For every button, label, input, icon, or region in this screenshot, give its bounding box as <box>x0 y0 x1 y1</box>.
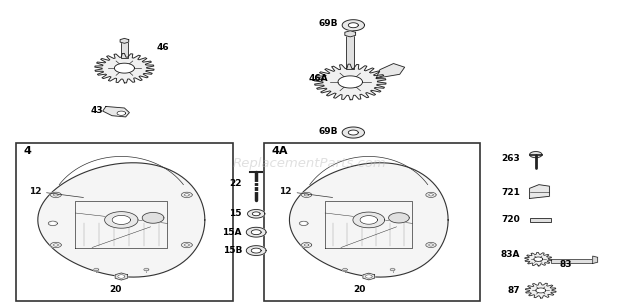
Polygon shape <box>365 275 372 278</box>
Polygon shape <box>353 212 384 228</box>
Text: 83: 83 <box>559 260 572 269</box>
Polygon shape <box>247 209 265 218</box>
Text: 20: 20 <box>353 285 366 294</box>
Bar <box>122 41 128 58</box>
Polygon shape <box>426 242 436 248</box>
Text: 4A: 4A <box>271 146 288 156</box>
Polygon shape <box>348 130 358 135</box>
Polygon shape <box>342 20 365 31</box>
Polygon shape <box>536 288 546 293</box>
Polygon shape <box>360 216 378 224</box>
Bar <box>16 143 232 301</box>
Bar <box>551 259 593 263</box>
Text: 15A: 15A <box>223 228 242 237</box>
Polygon shape <box>529 185 549 198</box>
Polygon shape <box>251 248 261 253</box>
Polygon shape <box>252 212 260 216</box>
Polygon shape <box>251 230 261 235</box>
Polygon shape <box>304 194 309 196</box>
Polygon shape <box>376 63 405 78</box>
Polygon shape <box>246 246 266 256</box>
Polygon shape <box>302 222 306 224</box>
Text: 69B: 69B <box>318 127 338 136</box>
Text: 20: 20 <box>109 285 122 294</box>
Polygon shape <box>105 212 138 228</box>
Polygon shape <box>182 192 192 197</box>
Polygon shape <box>117 111 126 116</box>
Text: 721: 721 <box>502 188 520 197</box>
Polygon shape <box>345 31 355 37</box>
Text: 263: 263 <box>502 154 520 163</box>
Text: 15B: 15B <box>223 246 242 255</box>
Polygon shape <box>115 63 135 73</box>
Polygon shape <box>184 244 189 246</box>
Polygon shape <box>428 194 433 196</box>
Text: 46: 46 <box>157 43 169 52</box>
Polygon shape <box>184 194 189 196</box>
Polygon shape <box>144 268 149 271</box>
Polygon shape <box>50 242 61 248</box>
Polygon shape <box>38 163 205 277</box>
Text: 83A: 83A <box>501 250 520 259</box>
Polygon shape <box>389 213 409 223</box>
Polygon shape <box>95 53 154 83</box>
Polygon shape <box>529 152 542 158</box>
Bar <box>347 34 354 69</box>
Text: 22: 22 <box>229 179 242 188</box>
Polygon shape <box>525 283 556 298</box>
Polygon shape <box>48 221 58 226</box>
Text: 43: 43 <box>91 106 103 115</box>
Polygon shape <box>390 268 395 271</box>
Text: 720: 720 <box>502 215 520 225</box>
Bar <box>529 218 551 222</box>
Bar <box>264 143 480 301</box>
Text: 12: 12 <box>29 187 84 197</box>
Polygon shape <box>118 275 125 278</box>
Polygon shape <box>51 222 55 224</box>
Text: 46A: 46A <box>308 74 328 83</box>
Polygon shape <box>304 244 309 246</box>
Polygon shape <box>53 244 58 246</box>
Polygon shape <box>363 273 374 280</box>
Polygon shape <box>246 227 266 237</box>
Polygon shape <box>301 192 312 197</box>
Polygon shape <box>428 244 433 246</box>
Text: ReplacementParts.com: ReplacementParts.com <box>233 157 387 170</box>
Polygon shape <box>50 192 61 197</box>
Polygon shape <box>343 268 347 271</box>
Text: 87: 87 <box>508 286 520 295</box>
Text: 69B: 69B <box>318 19 338 28</box>
Polygon shape <box>112 215 130 225</box>
Polygon shape <box>525 253 552 266</box>
Polygon shape <box>301 242 312 248</box>
Polygon shape <box>338 76 363 88</box>
Polygon shape <box>290 163 448 277</box>
Polygon shape <box>103 107 130 117</box>
Text: 4: 4 <box>24 146 32 156</box>
Polygon shape <box>593 256 598 263</box>
Text: 15: 15 <box>229 209 242 218</box>
Polygon shape <box>142 213 164 223</box>
Polygon shape <box>314 64 386 100</box>
Polygon shape <box>534 257 542 261</box>
Polygon shape <box>120 38 129 43</box>
Polygon shape <box>348 23 358 28</box>
Polygon shape <box>53 194 58 196</box>
Polygon shape <box>182 242 192 248</box>
Text: 12: 12 <box>279 187 332 197</box>
Polygon shape <box>426 192 436 197</box>
Polygon shape <box>342 127 365 138</box>
Polygon shape <box>115 273 128 280</box>
Polygon shape <box>94 268 99 271</box>
Polygon shape <box>299 221 308 225</box>
